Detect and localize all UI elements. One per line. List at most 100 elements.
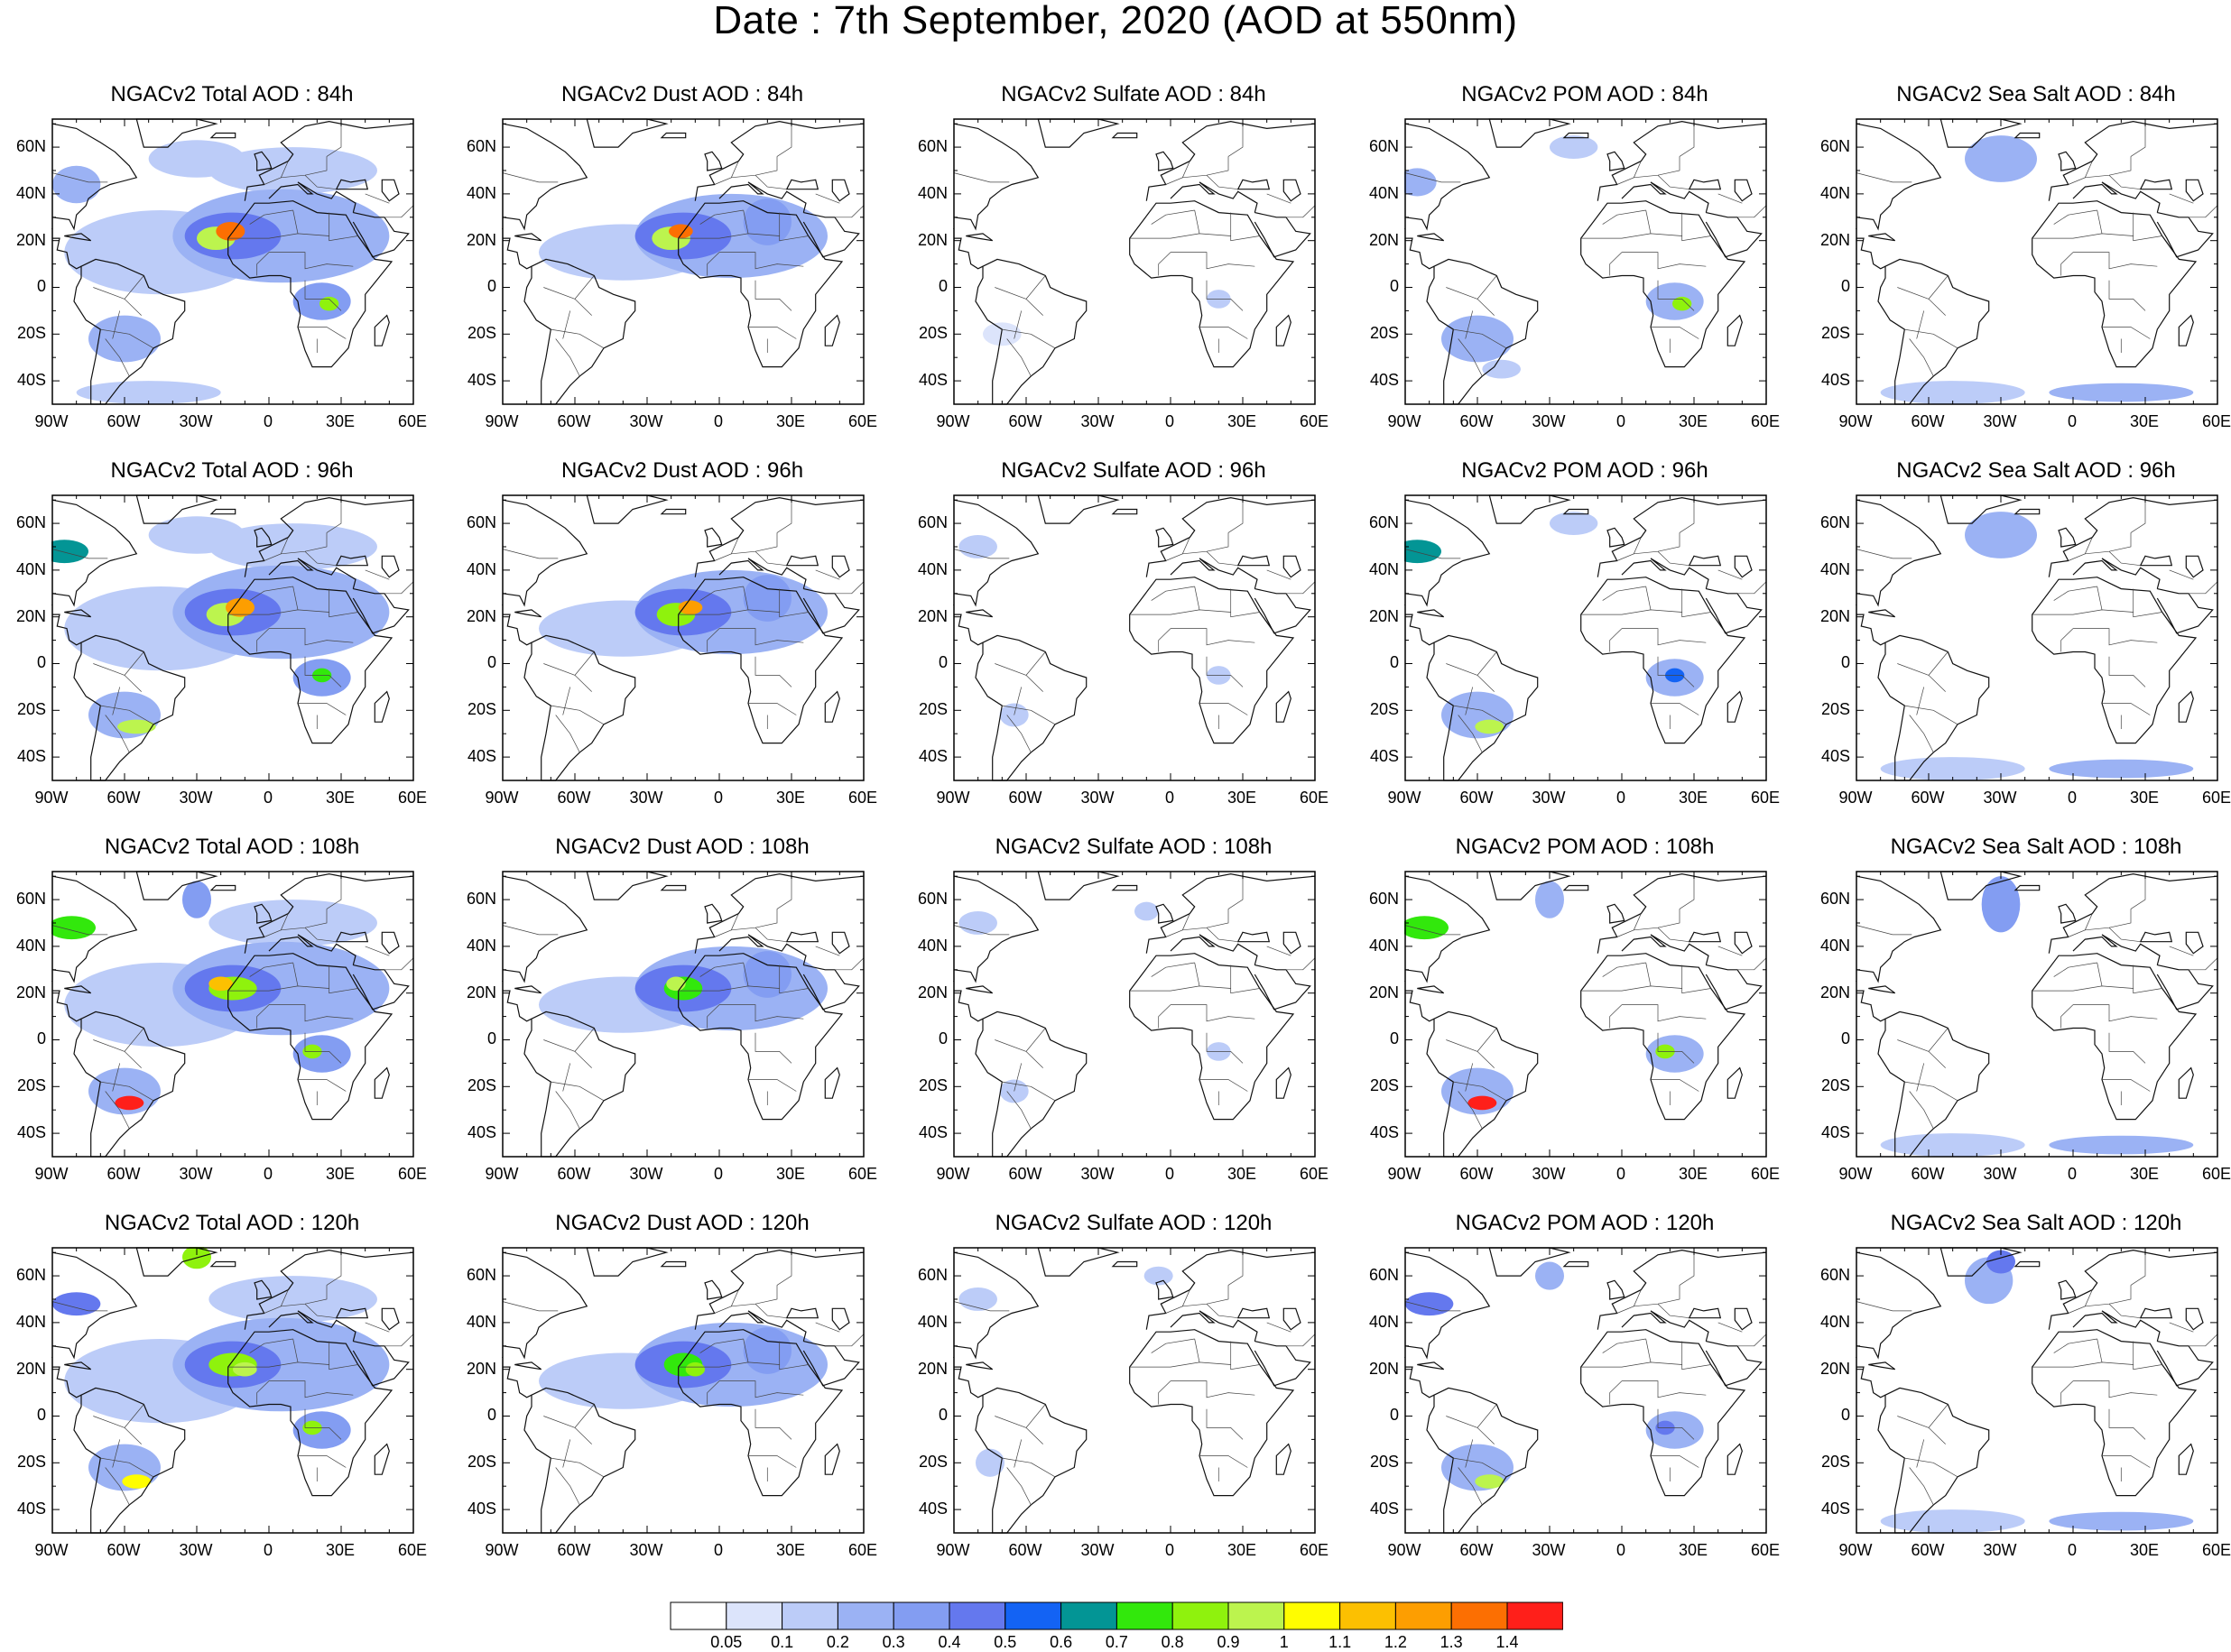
lat-tick-label: 20N bbox=[15, 606, 46, 625]
country-border bbox=[502, 172, 559, 183]
coastline-blacksea bbox=[1236, 555, 1271, 567]
panel-title: NGACv2 Sea Salt AOD : 120h bbox=[1890, 1211, 2182, 1235]
lon-tick-label: 60E bbox=[1750, 412, 1781, 430]
coastline-namerica bbox=[953, 1251, 1040, 1360]
coastline-central bbox=[52, 990, 82, 1022]
coastline-africa bbox=[227, 953, 393, 1121]
lon-tick-label: 60E bbox=[847, 789, 878, 807]
country-border bbox=[502, 549, 559, 559]
lon-tick-label: 90W bbox=[485, 1541, 519, 1559]
aod-field-region bbox=[1965, 135, 2037, 182]
lat-tick-label: 40S bbox=[467, 1500, 496, 1518]
country-border bbox=[1151, 586, 1195, 601]
country-border bbox=[776, 1254, 792, 1286]
coastline-namerica bbox=[1404, 875, 1491, 983]
lat-tick-label: 40N bbox=[917, 936, 948, 955]
coastline-africa bbox=[2032, 577, 2198, 744]
lon-tick-label: 30W bbox=[179, 1541, 213, 1559]
coastline-arabia bbox=[802, 1341, 860, 1387]
country-border bbox=[1679, 125, 1695, 157]
coastline-arabia bbox=[802, 964, 860, 1011]
coastline-uk bbox=[1155, 903, 1174, 924]
lon-tick-label: 90W bbox=[1387, 1165, 1421, 1183]
country-border bbox=[574, 1028, 595, 1052]
lon-tick-label: 0 bbox=[713, 412, 723, 430]
colorbar-swatch bbox=[1394, 1601, 1452, 1630]
coastline-iceland bbox=[1562, 132, 1589, 139]
colorbar-tick-label: 0.2 bbox=[826, 1633, 849, 1651]
country-border bbox=[2068, 161, 2093, 185]
lon-tick-label: 0 bbox=[1164, 412, 1174, 430]
aod-field-region bbox=[1475, 719, 1504, 734]
country-border bbox=[1446, 287, 1495, 316]
coastline-madagascar bbox=[2178, 314, 2194, 346]
coastline-greenland bbox=[586, 494, 669, 524]
lon-tick-label: 60W bbox=[1459, 789, 1494, 807]
coastline-cuba bbox=[966, 1361, 994, 1371]
colorbar-swatch bbox=[893, 1601, 950, 1630]
country-border bbox=[1602, 586, 1646, 601]
country-border bbox=[2108, 174, 2141, 190]
country-border bbox=[835, 1334, 865, 1347]
coastline-caspian bbox=[1282, 555, 1301, 578]
country-border bbox=[1622, 252, 1707, 270]
lat-tick-label: 40N bbox=[1819, 559, 1850, 578]
aod-field-region bbox=[1475, 1474, 1504, 1489]
lat-tick-label: 20S bbox=[467, 700, 496, 719]
lon-tick-label: 60E bbox=[2201, 1165, 2231, 1183]
country-border bbox=[1151, 1338, 1195, 1353]
country-border bbox=[2085, 532, 2132, 555]
lon-tick-label: 90W bbox=[1838, 789, 1873, 807]
lat-tick-label: 20N bbox=[15, 230, 46, 249]
coastline-caspian bbox=[1282, 179, 1301, 202]
coastline-uk bbox=[254, 527, 273, 548]
coastline-samerica bbox=[1426, 1387, 1539, 1534]
lon-tick-label: 60W bbox=[1911, 789, 1945, 807]
coastline-africa bbox=[678, 200, 844, 368]
country-border bbox=[2169, 946, 2194, 956]
coastline-central bbox=[1405, 1366, 1435, 1398]
aod-field-region bbox=[76, 381, 221, 405]
coastline-greenland bbox=[586, 1247, 669, 1277]
coastline-arabia bbox=[2156, 588, 2214, 634]
country-border bbox=[1609, 1380, 1623, 1405]
country-border bbox=[1657, 280, 1695, 311]
country-border bbox=[776, 125, 792, 157]
coastline-blacksea bbox=[1688, 555, 1722, 567]
lon-tick-label: 90W bbox=[485, 789, 519, 807]
coastline-caspian bbox=[2185, 179, 2204, 202]
lon-tick-label: 30E bbox=[1678, 412, 1708, 430]
lon-tick-label: 90W bbox=[936, 789, 970, 807]
country-border bbox=[1129, 233, 1260, 242]
lon-tick-label: 60W bbox=[1911, 1541, 1945, 1559]
country-border bbox=[1928, 1028, 1949, 1052]
coastline-africa bbox=[227, 1329, 393, 1497]
coastline-blacksea bbox=[1688, 931, 1722, 943]
country-border bbox=[2060, 1004, 2074, 1029]
country-border bbox=[953, 172, 1010, 183]
lat-tick-label: 20N bbox=[1819, 606, 1850, 625]
coastline-central bbox=[52, 614, 82, 646]
lon-tick-label: 60W bbox=[1459, 1165, 1494, 1183]
country-border bbox=[256, 628, 270, 652]
lon-tick-label: 60E bbox=[397, 1541, 428, 1559]
country-border bbox=[776, 878, 792, 909]
aod-field-region bbox=[685, 1361, 705, 1377]
country-border bbox=[1616, 913, 1642, 937]
country-border bbox=[1206, 1032, 1244, 1064]
aod-field-region bbox=[292, 1035, 351, 1073]
lat-tick-label: 40S bbox=[1369, 371, 1399, 390]
coastline-samerica bbox=[523, 258, 636, 405]
panel-title: NGACv2 Sulfate AOD : 120h bbox=[995, 1211, 1273, 1235]
country-border bbox=[1458, 338, 1483, 377]
coastline-cuba bbox=[1417, 609, 1445, 618]
lat-tick-label: 60N bbox=[1819, 137, 1850, 156]
aod-field-region bbox=[117, 719, 156, 734]
coastline-med bbox=[1170, 1310, 1258, 1342]
map-panel-seasalt-84h bbox=[1856, 118, 2218, 405]
lon-tick-label: 30W bbox=[1080, 1541, 1115, 1559]
lon-tick-label: 0 bbox=[1164, 1541, 1174, 1559]
coastline-greenland bbox=[586, 871, 669, 900]
lon-tick-label: 90W bbox=[34, 1541, 69, 1559]
coastline-blacksea bbox=[335, 555, 369, 567]
